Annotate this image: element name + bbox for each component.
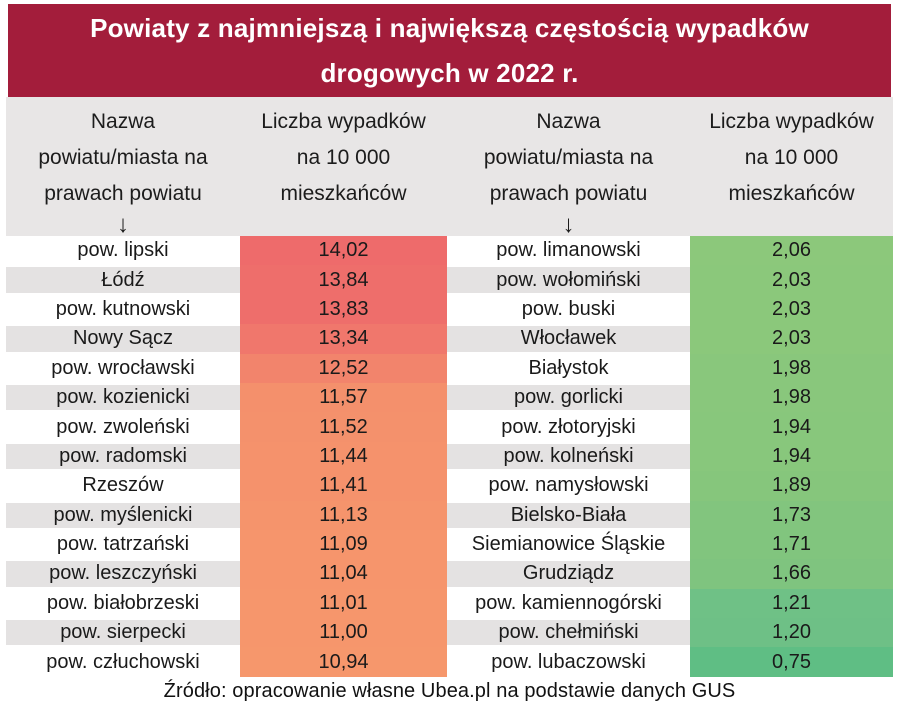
row-value-cell: 1,73 xyxy=(690,500,893,530)
row-name-cell: Bielsko-Biała xyxy=(447,500,690,530)
sort-arrow-icon: ↓ xyxy=(117,211,129,238)
row-value-cell: 11,04 xyxy=(240,559,447,589)
row-name-cell: pow. buski xyxy=(447,294,690,325)
table-body: pow. lipski 14,02 pow. limanowski 2,06 Łódź 1… xyxy=(6,236,893,677)
column-header-value-left: Liczba wypadków na 10 000 mieszkańców xyxy=(240,104,447,238)
header-line: prawach powiatu xyxy=(44,182,202,205)
row-value-cell: 1,66 xyxy=(690,559,893,589)
row-value-cell: 13,83 xyxy=(240,294,447,325)
row-name-cell: pow. wrocławski xyxy=(6,353,240,383)
row-name-cell: pow. wołomiński xyxy=(447,265,690,295)
row-name-cell: pow. gorlicki xyxy=(447,382,690,413)
header-line: na 10 000 xyxy=(296,146,391,169)
row-value-cell: 0,75 xyxy=(690,647,893,677)
row-value-cell: 1,98 xyxy=(690,382,893,413)
row-name-cell: Rzeszów xyxy=(6,471,240,501)
header-line: mieszkańców xyxy=(728,182,855,205)
title-line-2: drogowych w 2022 r. xyxy=(320,57,579,88)
row-value-cell: 11,41 xyxy=(240,471,447,501)
row-name-cell: pow. białobrzeski xyxy=(6,588,240,619)
row-name-cell: pow. lubaczowski xyxy=(447,647,690,677)
row-name-cell: pow. leszczyński xyxy=(6,559,240,589)
title-line-1: Powiaty z najmniejszą i największą częst… xyxy=(90,12,809,43)
header-line: powiatu/miasta na xyxy=(38,146,208,169)
header-line: Nazwa xyxy=(90,110,156,133)
row-value-cell: 11,13 xyxy=(240,500,447,530)
sort-arrow-icon: ↓ xyxy=(562,211,575,238)
row-value-cell: 13,34 xyxy=(240,324,447,354)
row-value-cell: 11,44 xyxy=(240,441,447,472)
header-line: na 10 000 xyxy=(744,146,839,169)
row-name-cell: pow. złotoryjski xyxy=(447,412,690,442)
row-name-cell: pow. tatrzański xyxy=(6,529,240,560)
row-value-cell: 13,84 xyxy=(240,265,447,295)
row-value-cell: 1,98 xyxy=(690,353,893,383)
row-name-cell: Włocławek xyxy=(447,324,690,354)
row-name-cell: Łódź xyxy=(6,265,240,295)
row-value-cell: 1,94 xyxy=(690,412,893,442)
header-line: Nazwa xyxy=(536,110,601,133)
column-header-name-right: Nazwa powiatu/miasta na prawach powiatu … xyxy=(447,104,690,238)
row-value-cell: 14,02 xyxy=(240,236,447,266)
row-value-cell: 1,71 xyxy=(690,529,893,560)
row-name-cell: pow. zwoleński xyxy=(6,412,240,442)
row-name-cell: pow. kamiennogórski xyxy=(447,588,690,619)
row-value-cell: 2,03 xyxy=(690,324,893,354)
row-value-cell: 1,20 xyxy=(690,618,893,648)
page-title: Powiaty z najmniejszą i największą częst… xyxy=(8,4,891,97)
row-value-cell: 1,89 xyxy=(690,471,893,501)
row-value-cell: 11,09 xyxy=(240,529,447,560)
row-name-cell: pow. człuchowski xyxy=(6,647,240,677)
header-line: Liczba wypadków xyxy=(709,110,874,133)
row-name-cell: Grudziądz xyxy=(447,559,690,589)
row-name-cell: Siemianowice Śląskie xyxy=(447,529,690,560)
row-value-cell: 10,94 xyxy=(240,647,447,677)
row-name-cell: pow. kolneński xyxy=(447,441,690,472)
row-value-cell: 1,21 xyxy=(690,588,893,619)
row-name-cell: pow. lipski xyxy=(6,236,240,266)
row-name-cell: pow. limanowski xyxy=(447,236,690,266)
source-note: Źródło: opracowanie własne Ubea.pl na po… xyxy=(163,680,736,702)
column-headers: Nazwa powiatu/miasta na prawach powiatu … xyxy=(6,97,893,238)
row-value-cell: 11,57 xyxy=(240,382,447,413)
row-value-cell: 11,52 xyxy=(240,412,447,442)
row-name-cell: pow. radomski xyxy=(6,441,240,472)
row-name-cell: pow. sierpecki xyxy=(6,618,240,648)
column-header-value-right: Liczba wypadków na 10 000 mieszkańców xyxy=(690,104,893,238)
header-line: powiatu/miasta na xyxy=(483,146,654,169)
row-value-cell: 2,03 xyxy=(690,294,893,325)
row-value-cell: 11,00 xyxy=(240,618,447,648)
row-value-cell: 2,06 xyxy=(690,236,893,266)
row-name-cell: pow. kozienicki xyxy=(6,382,240,413)
row-name-cell: pow. chełmiński xyxy=(447,618,690,648)
row-name-cell: pow. namysłowski xyxy=(447,471,690,501)
header-line: mieszkańców xyxy=(280,182,407,205)
column-header-name-left: Nazwa powiatu/miasta na prawach powiatu … xyxy=(6,104,240,238)
row-value-cell: 2,03 xyxy=(690,265,893,295)
row-name-cell: pow. kutnowski xyxy=(6,294,240,325)
header-line: prawach powiatu xyxy=(489,182,648,205)
row-name-cell: pow. myślenicki xyxy=(6,500,240,530)
row-name-cell: Nowy Sącz xyxy=(6,324,240,354)
header-line: Liczba wypadków xyxy=(261,110,426,133)
row-value-cell: 11,01 xyxy=(240,588,447,619)
row-value-cell: 1,94 xyxy=(690,441,893,472)
row-name-cell: Białystok xyxy=(447,353,690,383)
row-value-cell: 12,52 xyxy=(240,353,447,383)
